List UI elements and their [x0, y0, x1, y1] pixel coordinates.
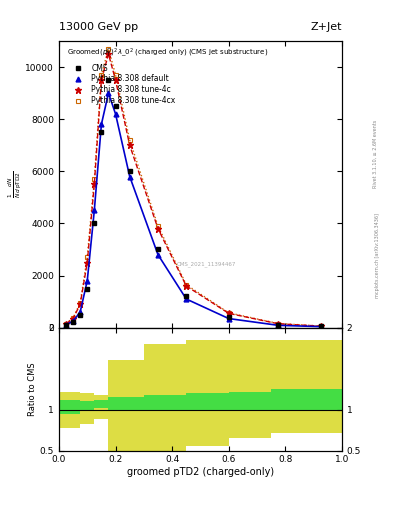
Text: 13000 GeV pp: 13000 GeV pp: [59, 23, 138, 32]
Pythia 8.308 tune-4c: [106, 51, 111, 57]
Text: Rivet 3.1.10, ≥ 2.6M events: Rivet 3.1.10, ≥ 2.6M events: [373, 119, 378, 188]
Pythia 8.308 default: [156, 251, 160, 258]
CMS: [64, 322, 68, 328]
CMS: [78, 312, 83, 318]
CMS: [71, 319, 75, 326]
Y-axis label: $\frac{1}{N}\frac{dN}{d\,\mathrm{pTD2}}$: $\frac{1}{N}\frac{dN}{d\,\mathrm{pTD2}}$: [7, 170, 24, 198]
Pythia 8.308 tune-4c: [156, 226, 160, 232]
Pythia 8.308 default: [113, 111, 118, 117]
Pythia 8.308 tune-4cx: [78, 300, 83, 306]
Pythia 8.308 tune-4c: [78, 301, 83, 307]
Pythia 8.308 tune-4cx: [226, 310, 231, 316]
Pythia 8.308 tune-4c: [71, 315, 75, 322]
Pythia 8.308 tune-4cx: [92, 176, 97, 182]
Line: Pythia 8.308 tune-4cx: Pythia 8.308 tune-4cx: [64, 47, 323, 328]
CMS: [127, 168, 132, 175]
X-axis label: groomed pTD2 (charged-only): groomed pTD2 (charged-only): [127, 467, 274, 477]
Pythia 8.308 default: [184, 296, 189, 302]
Pythia 8.308 tune-4cx: [318, 323, 323, 329]
Line: Pythia 8.308 default: Pythia 8.308 default: [64, 91, 323, 329]
Text: mcplots.cern.ch [arXiv:1306.3436]: mcplots.cern.ch [arXiv:1306.3436]: [375, 214, 380, 298]
Pythia 8.308 tune-4c: [184, 283, 189, 289]
Pythia 8.308 default: [318, 324, 323, 330]
Pythia 8.308 default: [99, 121, 104, 127]
Pythia 8.308 tune-4cx: [85, 254, 90, 261]
Line: Pythia 8.308 tune-4c: Pythia 8.308 tune-4c: [62, 51, 324, 330]
Pythia 8.308 tune-4c: [226, 310, 231, 316]
Pythia 8.308 tune-4c: [92, 181, 97, 187]
Pythia 8.308 tune-4cx: [64, 321, 68, 327]
Pythia 8.308 tune-4c: [85, 260, 90, 266]
Y-axis label: Ratio to CMS: Ratio to CMS: [28, 362, 37, 416]
Pythia 8.308 tune-4c: [113, 77, 118, 83]
CMS: [318, 323, 323, 329]
Pythia 8.308 tune-4c: [318, 323, 323, 329]
Pythia 8.308 tune-4cx: [156, 223, 160, 229]
Pythia 8.308 default: [127, 174, 132, 180]
Pythia 8.308 tune-4cx: [106, 46, 111, 52]
CMS: [156, 246, 160, 252]
CMS: [99, 129, 104, 135]
Pythia 8.308 tune-4c: [127, 142, 132, 148]
CMS: [92, 220, 97, 226]
CMS: [85, 286, 90, 292]
CMS: [184, 293, 189, 300]
Pythia 8.308 tune-4cx: [127, 137, 132, 143]
Line: CMS: CMS: [64, 78, 323, 329]
Pythia 8.308 tune-4cx: [113, 72, 118, 78]
Pythia 8.308 default: [276, 322, 281, 328]
Pythia 8.308 default: [71, 318, 75, 324]
CMS: [276, 322, 281, 328]
CMS: [106, 77, 111, 83]
Pythia 8.308 tune-4cx: [99, 72, 104, 78]
CMS: [226, 314, 231, 321]
Pythia 8.308 tune-4c: [99, 77, 104, 83]
Text: Z+Jet: Z+Jet: [310, 23, 342, 32]
Pythia 8.308 tune-4c: [64, 321, 68, 327]
Pythia 8.308 default: [92, 207, 97, 214]
Text: CMS_2021_11394467: CMS_2021_11394467: [176, 262, 236, 267]
Legend: CMS, Pythia 8.308 default, Pythia 8.308 tune-4c, Pythia 8.308 tune-4cx: CMS, Pythia 8.308 default, Pythia 8.308 …: [68, 62, 177, 107]
Pythia 8.308 default: [78, 309, 83, 315]
Pythia 8.308 default: [64, 322, 68, 328]
Pythia 8.308 tune-4cx: [71, 315, 75, 321]
Pythia 8.308 default: [226, 315, 231, 322]
Pythia 8.308 default: [85, 278, 90, 284]
Text: Groomed$(p_T^D)^2\lambda\_0^2$ (charged only) (CMS jet substructure): Groomed$(p_T^D)^2\lambda\_0^2$ (charged …: [68, 47, 269, 60]
Pythia 8.308 tune-4cx: [276, 321, 281, 327]
Pythia 8.308 tune-4c: [276, 321, 281, 327]
CMS: [113, 103, 118, 109]
Pythia 8.308 tune-4cx: [184, 282, 189, 288]
Pythia 8.308 default: [106, 90, 111, 96]
